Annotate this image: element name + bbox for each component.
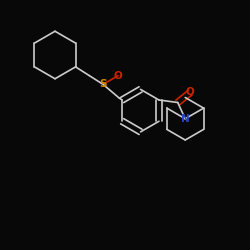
Text: O: O [114,70,122,81]
Text: N: N [181,114,190,124]
Text: O: O [186,88,194,98]
Text: S: S [99,80,107,90]
